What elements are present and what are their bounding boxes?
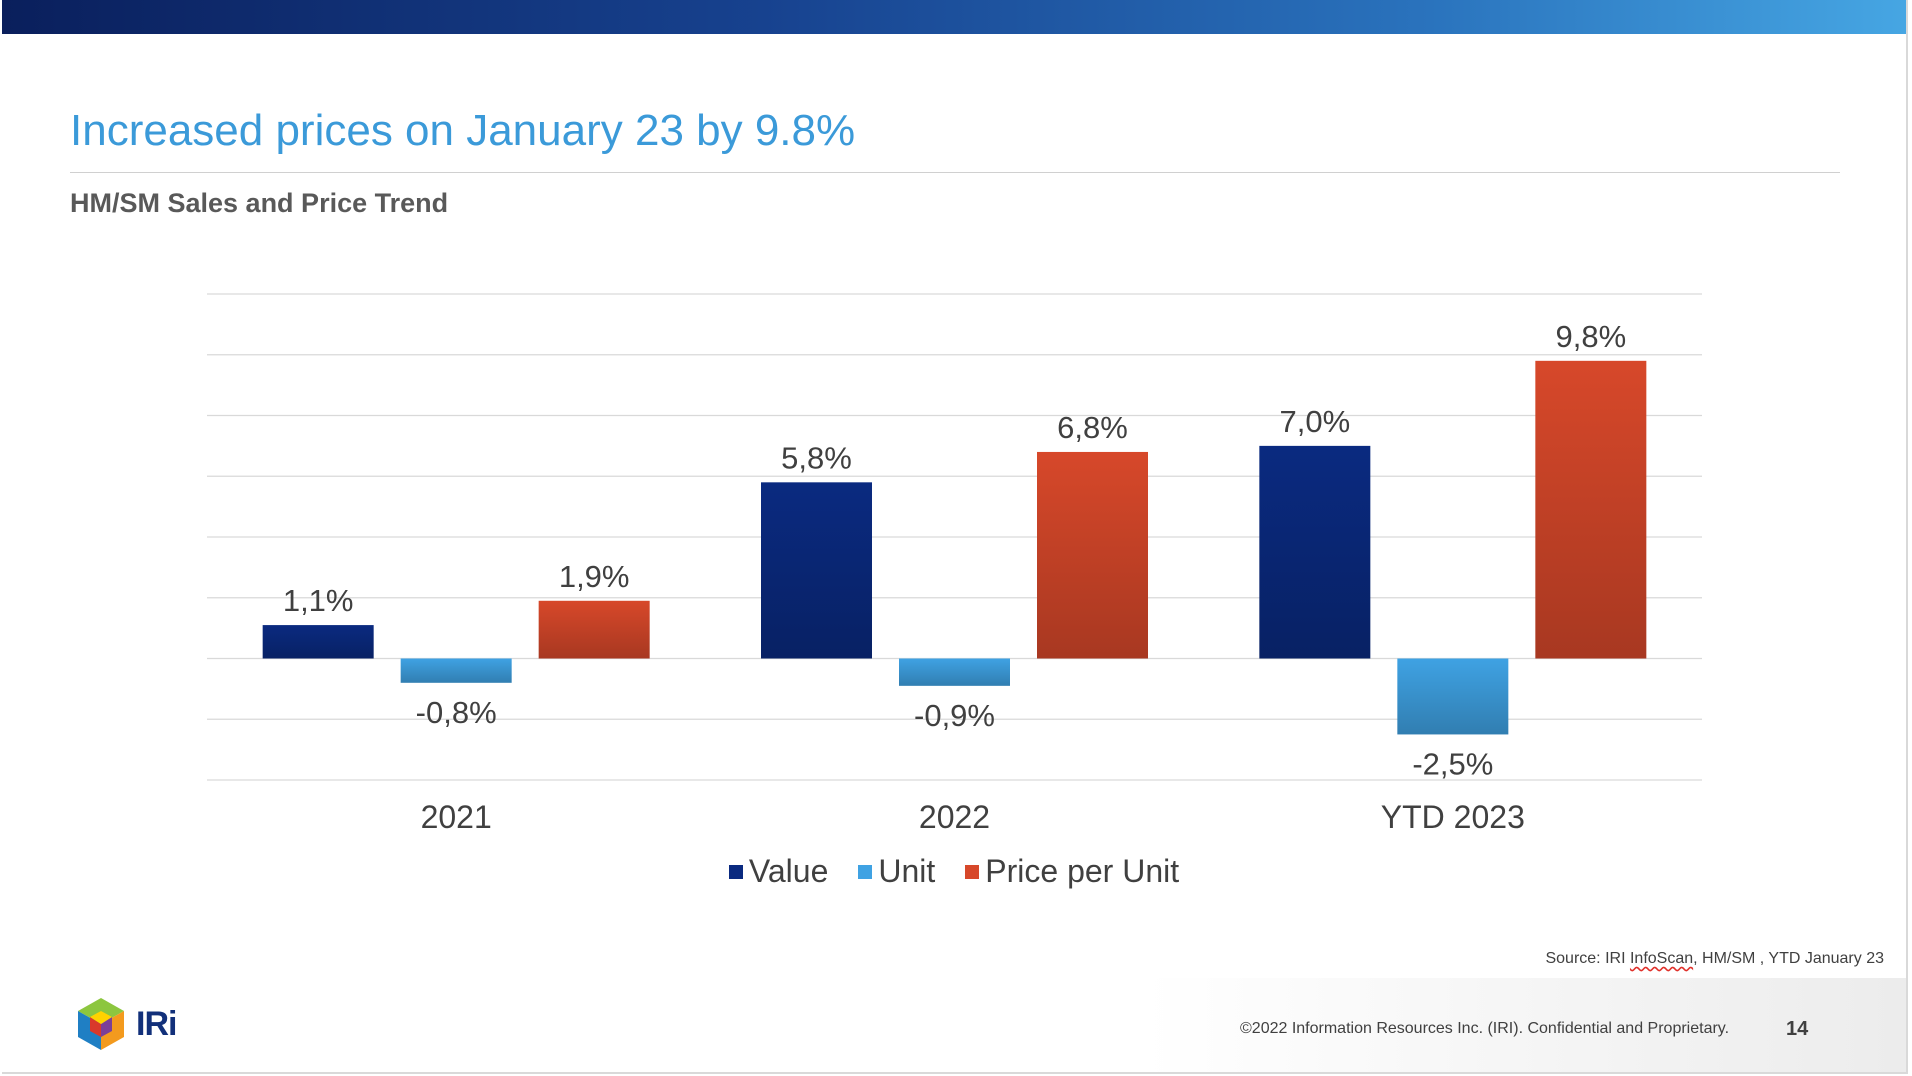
legend-swatch xyxy=(965,864,980,879)
legend-swatch xyxy=(858,864,873,879)
x-tick-label: 2021 xyxy=(421,799,492,835)
bar-value xyxy=(262,625,374,659)
x-tick-label: 2022 xyxy=(919,799,990,835)
chart-legend: Value Unit Price per Unit xyxy=(2,853,1906,890)
page-number: 14 xyxy=(1786,1018,1809,1040)
bar-price-per-unit xyxy=(538,600,650,659)
bar-unit xyxy=(400,658,512,683)
bar-value xyxy=(761,482,872,659)
legend-label: Value xyxy=(748,853,829,889)
legend-label: Unit xyxy=(878,853,936,889)
source-suffix: , HM/SM , YTD January 23 xyxy=(1693,950,1884,967)
source-prefix: Source: IRI xyxy=(1545,950,1630,967)
iri-logo: IRi xyxy=(76,996,177,1052)
logo-wordmark: IRi xyxy=(136,1004,177,1043)
cube-logo-icon xyxy=(78,998,124,1050)
bar-price-per-unit xyxy=(1535,360,1647,659)
legend-item: Unit xyxy=(858,853,935,890)
bar-unit xyxy=(1397,658,1509,735)
bar-price-per-unit xyxy=(1037,451,1148,659)
page-title: Increased prices on January 23 by 9.8% xyxy=(70,106,856,155)
chart-subtitle: HM/SM Sales and Price Trend xyxy=(70,188,449,218)
bar-unit xyxy=(899,658,1010,686)
data-label: -0,9% xyxy=(914,698,995,733)
data-label: 9,8% xyxy=(1555,319,1626,354)
source-infoscan: InfoScan xyxy=(1629,950,1694,967)
legend-item: Value xyxy=(728,853,829,890)
x-tick-label: YTD 2023 xyxy=(1381,799,1525,835)
top-banner xyxy=(2,0,1906,34)
data-label: 1,1% xyxy=(283,583,354,618)
title-divider xyxy=(70,172,1840,173)
source-note: Source: IRI InfoScan, HM/SM , YTD Januar… xyxy=(1545,950,1884,968)
data-label: 1,9% xyxy=(559,559,630,594)
data-label: -2,5% xyxy=(1412,746,1493,781)
legend-swatch xyxy=(728,864,743,879)
copyright-notice: ©2022 Information Resources Inc. (IRI). … xyxy=(1240,1020,1730,1037)
legend-label: Price per Unit xyxy=(985,853,1180,889)
legend-item: Price per Unit xyxy=(965,853,1179,890)
data-label: 5,8% xyxy=(781,440,852,475)
bar-value xyxy=(1259,445,1371,659)
data-label: 7,0% xyxy=(1279,404,1350,439)
footer-band xyxy=(2,978,1906,1072)
data-label: 6,8% xyxy=(1057,410,1128,445)
data-label: -0,8% xyxy=(416,695,497,730)
